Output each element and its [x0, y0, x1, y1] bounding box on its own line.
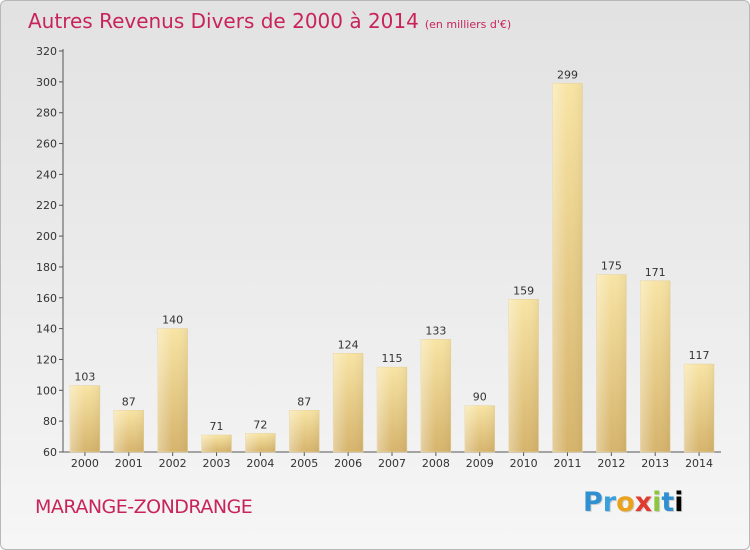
y-tick-label: 60	[43, 446, 57, 459]
y-tick-label: 120	[36, 353, 57, 366]
data-label: 133	[425, 324, 446, 337]
bar-sheen	[596, 274, 627, 452]
bar-sheen	[201, 435, 232, 452]
y-tick-label: 300	[36, 76, 57, 89]
logo-letter: x	[634, 487, 653, 518]
data-label: 299	[557, 68, 578, 81]
y-tick-label: 260	[36, 138, 57, 151]
data-label: 175	[601, 260, 622, 273]
city-name: MARANGE-ZONDRANGE	[35, 496, 253, 518]
y-axis: 60 80 100 120 140 160 180 200 220 240 260 280 300 320	[36, 45, 64, 459]
x-tick-label: 2004	[246, 457, 274, 470]
bar-sheen	[377, 367, 407, 452]
y-tick-label: 280	[36, 107, 57, 120]
bar-sheen	[70, 385, 100, 452]
x-tick-label: 2005	[290, 457, 318, 470]
title-text: Autres Revenus Divers de 2000 à 2014	[28, 9, 419, 33]
logo-letter: i	[652, 487, 662, 518]
proxiti-logo[interactable]: Proxiti	[583, 487, 684, 518]
x-tick-label: 2007	[378, 457, 406, 470]
bar-sheen	[245, 433, 276, 452]
x-tick-label: 2006	[334, 457, 362, 470]
logo-letter: r	[602, 487, 617, 518]
x-tick-label: 2003	[203, 457, 231, 470]
bar-sheen	[289, 410, 320, 452]
bar-sheen	[552, 83, 583, 452]
y-tick-label: 220	[36, 199, 57, 212]
data-label: 71	[210, 420, 224, 433]
y-tick-label: 200	[36, 230, 57, 243]
data-label: 124	[338, 338, 359, 351]
data-label: 87	[297, 395, 311, 408]
y-tick-label: 240	[36, 168, 57, 181]
logo-letter: P	[583, 487, 603, 518]
y-tick-label: 160	[36, 292, 57, 305]
bar-sheen	[684, 364, 714, 452]
y-tick-label: 180	[36, 261, 57, 274]
data-label: 171	[645, 266, 666, 279]
data-label: 140	[162, 314, 183, 327]
data-labels: 103 87 140 71 72 87 124 115 133 90 159 299 175 171 117	[74, 68, 709, 433]
x-tick-label: 2014	[685, 457, 713, 470]
bar-sheen	[157, 328, 188, 452]
logo-letter: o	[616, 487, 635, 518]
y-tick-label: 140	[36, 323, 57, 336]
bar-sheen	[113, 410, 144, 452]
data-label: 103	[74, 371, 95, 384]
x-tick-label: 2002	[159, 457, 187, 470]
chart-title: Autres Revenus Divers de 2000 à 2014 (en …	[28, 9, 511, 33]
bar-sheen	[420, 339, 451, 452]
y-tick-label: 80	[43, 415, 57, 428]
logo-letter: i	[674, 487, 684, 518]
data-label: 72	[253, 418, 267, 431]
logo-letter: t	[661, 487, 675, 518]
y-tick-label: 320	[36, 45, 57, 58]
x-tick-label: 2012	[597, 457, 625, 470]
y-tick-label: 100	[36, 384, 57, 397]
x-tick-label: 2009	[466, 457, 494, 470]
x-axis: 2000 2001 2002 2003 2004 2005 2006 2007 2008 2009…	[63, 451, 721, 470]
x-tick-label: 2010	[510, 457, 538, 470]
x-tick-label: 2001	[115, 457, 143, 470]
data-label: 159	[513, 284, 534, 297]
data-label: 115	[382, 352, 403, 365]
bars	[69, 83, 715, 453]
x-tick-label: 2013	[641, 457, 669, 470]
data-label: 87	[122, 395, 136, 408]
x-tick-label: 2011	[553, 457, 581, 470]
data-label: 117	[689, 349, 710, 362]
title-unit: (en milliers d'€)	[424, 18, 512, 31]
data-label: 90	[473, 391, 487, 404]
x-tick-label: 2008	[422, 457, 450, 470]
x-tick-label: 2000	[71, 457, 99, 470]
bar-sheen	[640, 280, 671, 452]
bar-sheen	[508, 299, 539, 452]
bar-sheen	[464, 405, 495, 452]
bar-sheen	[333, 353, 364, 452]
